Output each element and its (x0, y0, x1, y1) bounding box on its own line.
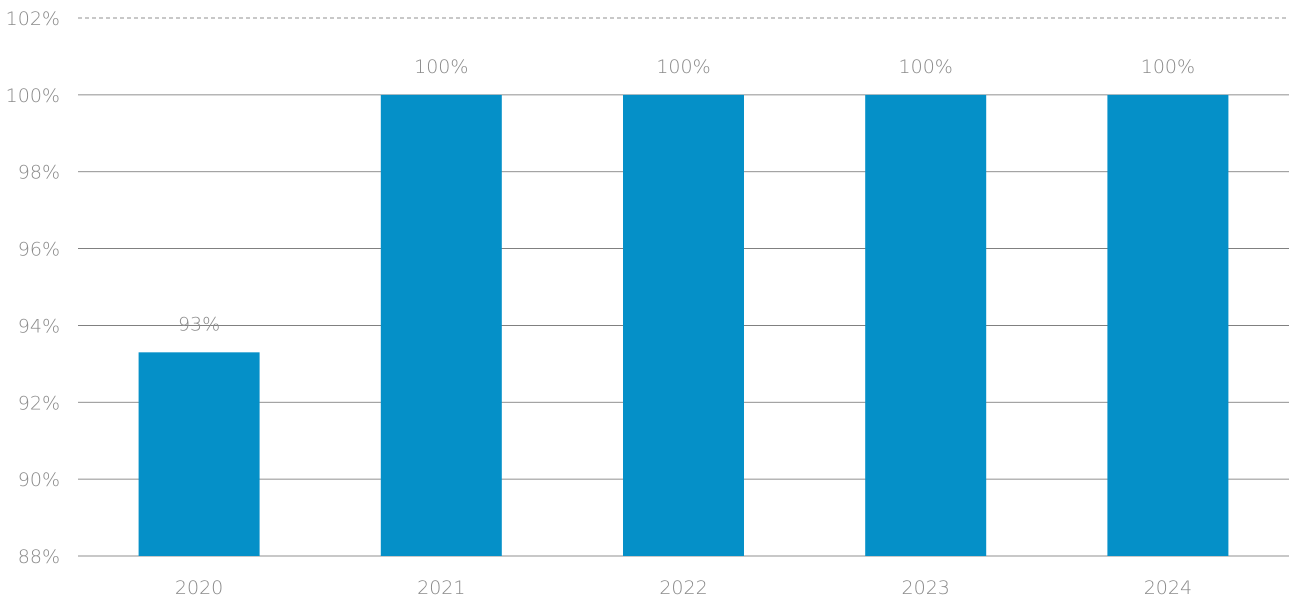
bar-2024 (1107, 94, 1229, 556)
x-category-label-2020: 2020 (175, 577, 223, 599)
x-category-label-2021: 2021 (417, 577, 465, 599)
y-tick-label: 88% (18, 546, 60, 568)
data-label-2021: 100% (414, 56, 468, 78)
bar-2021 (380, 94, 502, 556)
bar-2020 (138, 352, 260, 556)
data-label-2022: 100% (656, 56, 710, 78)
x-category-label-2023: 2023 (902, 577, 950, 599)
y-tick-label: 98% (18, 162, 60, 184)
bar-2022 (623, 94, 744, 556)
y-tick-label: 100% (6, 85, 60, 107)
data-label-2023: 100% (899, 56, 953, 78)
x-category-label-2022: 2022 (659, 577, 707, 599)
data-label-2020: 93% (178, 313, 220, 335)
bar-2023 (865, 94, 987, 556)
x-axis-category-labels: 2020 2021 2022 2023 2024 (175, 577, 1192, 599)
data-labels: 93% 100% 100% 100% 100% (178, 56, 1195, 335)
x-category-label-2024: 2024 (1144, 577, 1192, 599)
y-tick-label: 90% (18, 469, 60, 491)
y-tick-label: 102% (6, 8, 60, 30)
y-tick-label: 92% (18, 392, 60, 414)
bars (138, 94, 1229, 556)
y-tick-label: 94% (18, 315, 60, 337)
data-label-2024: 100% (1141, 56, 1195, 78)
y-tick-label: 96% (18, 239, 60, 261)
y-axis-tick-labels: 88% 90% 92% 94% 96% 98% 100% 102% (6, 8, 60, 568)
